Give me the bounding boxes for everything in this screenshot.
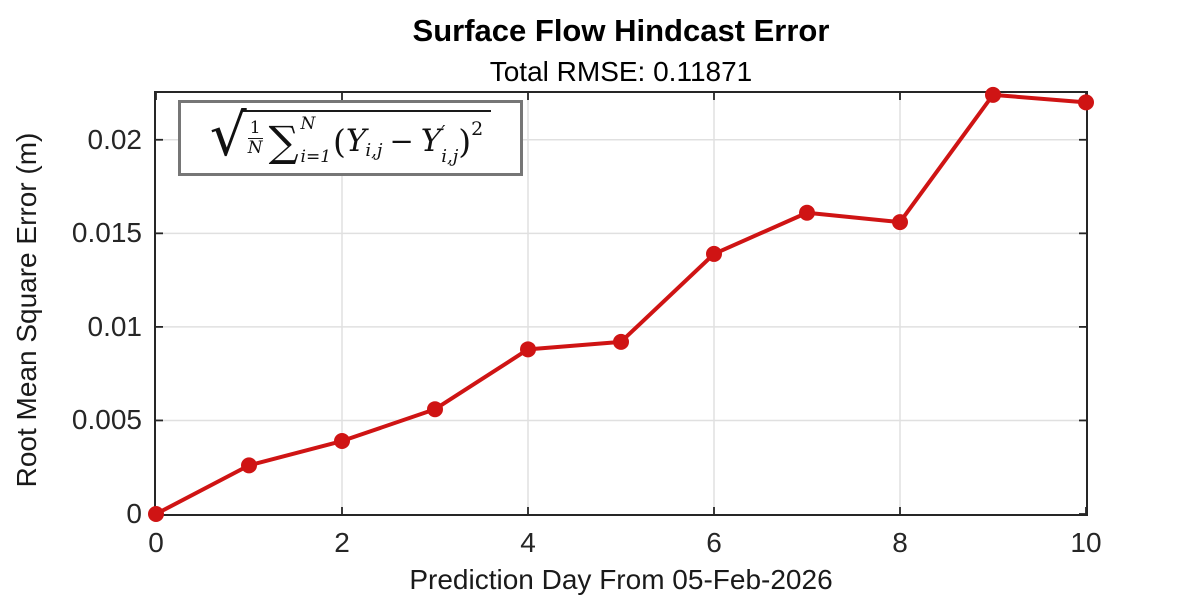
- sum-upper-limit: N: [300, 114, 316, 134]
- summation-limits: N i=1: [301, 116, 332, 166]
- y-tick-label: 0: [126, 498, 142, 529]
- minus-operator: −: [389, 123, 414, 158]
- exponent-2: 2: [471, 117, 484, 140]
- summation-sign: ∑: [268, 117, 299, 166]
- x-tick-label: 0: [148, 527, 164, 558]
- x-tick-label: 2: [334, 527, 350, 558]
- rmse-formula-annotation: √ 1 N ∑ N i=1 ( Y i,j − Y ′ i,j ) 2: [178, 100, 523, 176]
- x-tick-label: 4: [520, 527, 536, 558]
- close-paren: ): [458, 121, 472, 161]
- fraction-1-over-N: 1 N: [247, 118, 263, 158]
- sum-lower-limit: i=1: [300, 147, 332, 167]
- prime-and-subscript: ′ i,j: [441, 124, 458, 166]
- variable-Y: Y: [345, 122, 367, 159]
- data-point-marker: [148, 506, 164, 522]
- variable-Y-prime: Y: [420, 122, 442, 159]
- x-tick-label: 8: [892, 527, 908, 558]
- open-paren: (: [333, 121, 346, 161]
- subscript-ij-2: i,j: [441, 146, 459, 167]
- x-axis-label: Prediction Day From 05-Feb-2026: [409, 564, 833, 595]
- y-tick-label: 0.01: [87, 310, 143, 342]
- data-point-marker: [706, 245, 722, 262]
- data-point-marker: [1078, 94, 1094, 111]
- data-point-marker: [985, 86, 1001, 103]
- data-point-marker: [520, 341, 536, 358]
- fraction-denominator: N: [247, 138, 263, 158]
- data-point-marker: [892, 214, 908, 231]
- y-tick-label: 0.02: [87, 123, 143, 155]
- y-tick-label: 0.015: [71, 217, 142, 249]
- formula-radicand: 1 N ∑ N i=1 ( Y i,j − Y ′ i,j ) 2: [241, 110, 492, 166]
- radical-sign: √: [209, 101, 247, 169]
- data-point-marker: [334, 433, 350, 450]
- subscript-ij: i,j: [365, 140, 383, 161]
- data-point-marker: [241, 457, 257, 474]
- y-tick-label: 0.005: [71, 404, 142, 436]
- fraction-numerator: 1: [247, 118, 263, 139]
- data-point-marker: [799, 204, 815, 221]
- prime-mark: ′: [441, 122, 446, 143]
- data-point-marker: [613, 333, 629, 350]
- line-chart: [148, 86, 1094, 522]
- chart-subtitle: Total RMSE: 0.11871: [489, 56, 753, 87]
- x-tick-label: 10: [1070, 527, 1102, 558]
- x-tick-label: 6: [706, 527, 722, 558]
- chart-title: Surface Flow Hindcast Error: [412, 13, 830, 48]
- data-point-marker: [427, 401, 443, 418]
